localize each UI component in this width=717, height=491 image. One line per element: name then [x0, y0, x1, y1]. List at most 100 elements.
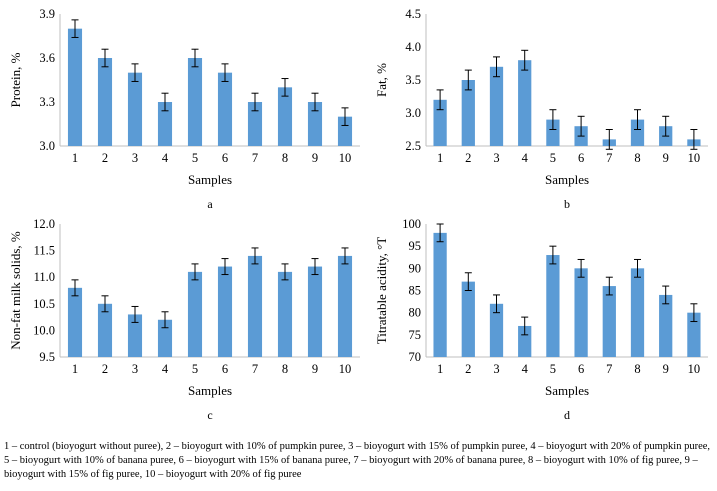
y-axis-title: Protein, % — [8, 52, 23, 107]
y-tick-label: 10.0 — [33, 323, 55, 337]
y-tick-label: 3.3 — [39, 95, 55, 109]
y-tick-label: 11.5 — [34, 244, 55, 258]
x-tick-label: 3 — [493, 362, 499, 376]
bar — [433, 232, 447, 357]
y-tick-label: 70 — [409, 350, 422, 364]
x-tick-label: 5 — [192, 151, 198, 165]
bar — [187, 271, 203, 357]
x-tick-label: 4 — [162, 362, 169, 376]
y-tick-label: 9.5 — [39, 350, 55, 364]
chart-panel-a: 3.0 3.3 3.6 3.9 1 2 3 4 5 6 7 8 9 10 Samples Protein, %… — [8, 7, 360, 211]
y-tick-label: 90 — [409, 261, 422, 275]
x-tick-label: 6 — [222, 151, 228, 165]
x-tick-label: 3 — [493, 151, 499, 165]
bar — [127, 314, 143, 357]
y-tick-label: 3.0 — [405, 106, 421, 120]
y-tick-label: 12.0 — [33, 217, 55, 231]
bar — [97, 58, 113, 146]
y-tick-label: 3.9 — [39, 7, 55, 21]
bar — [687, 312, 701, 357]
bar — [546, 255, 560, 357]
x-tick-label: 4 — [522, 151, 529, 165]
bar — [489, 66, 504, 146]
x-tick-label: 3 — [132, 151, 138, 165]
x-tick-label: 9 — [312, 151, 318, 165]
x-tick-label: 8 — [282, 362, 288, 376]
panel-label: d — [564, 408, 570, 422]
y-tick-label: 95 — [409, 239, 422, 253]
bar — [187, 58, 203, 146]
bar — [659, 294, 673, 357]
x-tick-label: 2 — [465, 151, 471, 165]
y-tick-label: 80 — [409, 306, 422, 320]
y-axis-title: Fat, % — [374, 63, 389, 97]
y-tick-label: 2.5 — [405, 139, 421, 153]
x-axis-title: Samples — [545, 383, 589, 398]
y-tick-label: 11.0 — [34, 270, 55, 284]
x-tick-label: 6 — [222, 362, 228, 376]
x-tick-label: 10 — [688, 362, 701, 376]
chart-panel-c: 9.5 10.0 10.5 11.0 11.5 12.0 1 2 3 4 5 6 7 8 9 10 Sample… — [8, 217, 360, 422]
y-tick-label: 100 — [402, 217, 421, 231]
bar — [157, 102, 173, 146]
y-tick-label: 3.6 — [39, 51, 55, 65]
bar — [247, 102, 263, 146]
bar — [433, 99, 447, 146]
bar — [97, 303, 113, 357]
x-tick-label: 6 — [578, 151, 584, 165]
x-tick-label: 6 — [578, 362, 584, 376]
x-tick-label: 7 — [606, 362, 612, 376]
x-tick-label: 10 — [688, 151, 701, 165]
y-tick-label: 75 — [409, 328, 422, 342]
chart-panel-b: 2.5 3.0 3.5 4.0 4.5 1 2 3 4 5 6 7 8 9 10 Samples Fat, % b — [374, 7, 708, 211]
bar — [461, 281, 475, 357]
panel-label: a — [207, 197, 213, 211]
bar — [461, 80, 475, 146]
x-tick-label: 9 — [663, 362, 669, 376]
x-tick-label: 10 — [339, 362, 352, 376]
x-tick-label: 7 — [252, 362, 258, 376]
x-tick-label: 5 — [550, 151, 556, 165]
bar — [574, 268, 588, 357]
x-tick-label: 1 — [72, 362, 78, 376]
y-axis-title: Titratable acidity, °T — [374, 237, 389, 345]
figure-caption: 1 – control (bioyogurt without puree), 2… — [4, 441, 711, 481]
x-tick-label: 1 — [437, 362, 443, 376]
bar — [217, 266, 233, 357]
x-tick-label: 7 — [252, 151, 258, 165]
panel-label: b — [564, 197, 570, 211]
x-axis-title: Samples — [545, 172, 589, 187]
x-tick-label: 8 — [634, 151, 640, 165]
chart-panel-d: 70 75 80 85 90 95 100 1 2 3 4 5 6 7 8 9 10 Samples Titrata… — [374, 217, 708, 422]
x-tick-label: 1 — [437, 151, 443, 165]
bar — [217, 72, 233, 146]
y-tick-label: 4.5 — [405, 7, 421, 21]
x-tick-label: 4 — [522, 362, 529, 376]
bar — [518, 60, 532, 147]
x-axis-title: Samples — [188, 383, 232, 398]
x-tick-label: 2 — [102, 151, 108, 165]
y-tick-label: 4.0 — [405, 40, 421, 54]
bar — [489, 303, 504, 357]
bar — [630, 268, 645, 357]
y-tick-label: 85 — [409, 284, 422, 298]
x-tick-label: 7 — [606, 151, 612, 165]
x-tick-label: 1 — [72, 151, 78, 165]
bar — [337, 116, 353, 146]
x-tick-label: 8 — [282, 151, 288, 165]
bar — [247, 255, 263, 357]
bar — [546, 119, 560, 146]
x-axis-title: Samples — [188, 172, 232, 187]
x-tick-label: 5 — [192, 362, 198, 376]
bar — [277, 271, 293, 357]
y-axis-title: Non-fat milk solids, % — [8, 231, 23, 350]
x-tick-label: 10 — [339, 151, 352, 165]
y-tick-label: 3.5 — [405, 73, 421, 87]
bar — [602, 286, 616, 357]
bar — [277, 87, 293, 146]
panel-label: c — [207, 408, 212, 422]
bar — [67, 28, 83, 147]
x-tick-label: 9 — [663, 151, 669, 165]
bar — [157, 319, 173, 357]
